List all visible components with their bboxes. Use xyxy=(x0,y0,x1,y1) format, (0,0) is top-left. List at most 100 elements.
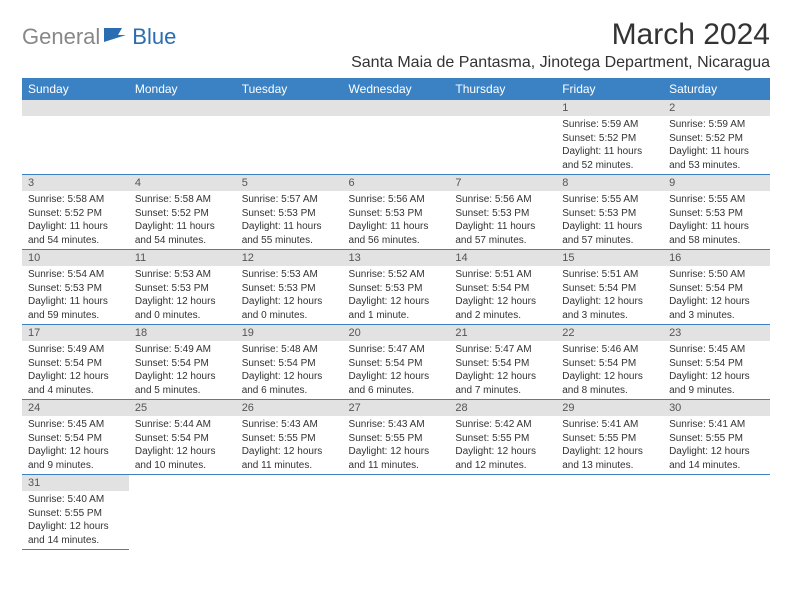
calendar-cell: 28Sunrise: 5:42 AMSunset: 5:55 PMDayligh… xyxy=(449,400,556,475)
day-data: Sunrise: 5:45 AMSunset: 5:54 PMDaylight:… xyxy=(22,416,129,474)
day-data: Sunrise: 5:56 AMSunset: 5:53 PMDaylight:… xyxy=(449,191,556,249)
day-number xyxy=(556,475,663,491)
day-number xyxy=(129,475,236,491)
calendar-head: SundayMondayTuesdayWednesdayThursdayFrid… xyxy=(22,78,770,100)
calendar-cell: 6Sunrise: 5:56 AMSunset: 5:53 PMDaylight… xyxy=(343,175,450,250)
weekday-header: Sunday xyxy=(22,78,129,100)
calendar-cell-empty xyxy=(129,475,236,550)
day-data: Sunrise: 5:59 AMSunset: 5:52 PMDaylight:… xyxy=(556,116,663,174)
day-data xyxy=(129,491,236,543)
day-data: Sunrise: 5:41 AMSunset: 5:55 PMDaylight:… xyxy=(663,416,770,474)
day-number: 29 xyxy=(556,400,663,416)
day-data: Sunrise: 5:56 AMSunset: 5:53 PMDaylight:… xyxy=(343,191,450,249)
day-data: Sunrise: 5:54 AMSunset: 5:53 PMDaylight:… xyxy=(22,266,129,324)
calendar-cell: 21Sunrise: 5:47 AMSunset: 5:54 PMDayligh… xyxy=(449,325,556,400)
calendar-cell-empty xyxy=(236,475,343,550)
calendar-cell-empty xyxy=(449,475,556,550)
day-data: Sunrise: 5:58 AMSunset: 5:52 PMDaylight:… xyxy=(22,191,129,249)
day-number: 22 xyxy=(556,325,663,341)
day-number: 26 xyxy=(236,400,343,416)
day-data: Sunrise: 5:59 AMSunset: 5:52 PMDaylight:… xyxy=(663,116,770,174)
calendar-cell: 23Sunrise: 5:45 AMSunset: 5:54 PMDayligh… xyxy=(663,325,770,400)
day-number xyxy=(449,475,556,491)
calendar-cell: 20Sunrise: 5:47 AMSunset: 5:54 PMDayligh… xyxy=(343,325,450,400)
weekday-header: Saturday xyxy=(663,78,770,100)
day-number: 18 xyxy=(129,325,236,341)
calendar-cell: 15Sunrise: 5:51 AMSunset: 5:54 PMDayligh… xyxy=(556,250,663,325)
day-number xyxy=(663,475,770,491)
day-data: Sunrise: 5:41 AMSunset: 5:55 PMDaylight:… xyxy=(556,416,663,474)
day-data: Sunrise: 5:55 AMSunset: 5:53 PMDaylight:… xyxy=(663,191,770,249)
calendar-cell-empty xyxy=(449,100,556,175)
day-data xyxy=(236,491,343,543)
weekday-header: Friday xyxy=(556,78,663,100)
day-data xyxy=(449,116,556,168)
day-number xyxy=(449,100,556,116)
day-number: 20 xyxy=(343,325,450,341)
day-data: Sunrise: 5:43 AMSunset: 5:55 PMDaylight:… xyxy=(343,416,450,474)
day-data: Sunrise: 5:42 AMSunset: 5:55 PMDaylight:… xyxy=(449,416,556,474)
day-data xyxy=(343,491,450,543)
day-data xyxy=(343,116,450,168)
day-number: 28 xyxy=(449,400,556,416)
day-number: 16 xyxy=(663,250,770,266)
day-number: 2 xyxy=(663,100,770,116)
day-number: 3 xyxy=(22,175,129,191)
day-number xyxy=(22,100,129,116)
day-data: Sunrise: 5:43 AMSunset: 5:55 PMDaylight:… xyxy=(236,416,343,474)
calendar-cell-empty xyxy=(236,100,343,175)
logo-text-blue: Blue xyxy=(132,24,176,50)
day-data: Sunrise: 5:48 AMSunset: 5:54 PMDaylight:… xyxy=(236,341,343,399)
calendar-cell: 30Sunrise: 5:41 AMSunset: 5:55 PMDayligh… xyxy=(663,400,770,475)
calendar-table: SundayMondayTuesdayWednesdayThursdayFrid… xyxy=(22,78,770,550)
calendar-cell: 10Sunrise: 5:54 AMSunset: 5:53 PMDayligh… xyxy=(22,250,129,325)
day-data: Sunrise: 5:51 AMSunset: 5:54 PMDaylight:… xyxy=(449,266,556,324)
day-number: 15 xyxy=(556,250,663,266)
day-number: 24 xyxy=(22,400,129,416)
day-data: Sunrise: 5:57 AMSunset: 5:53 PMDaylight:… xyxy=(236,191,343,249)
calendar-cell: 18Sunrise: 5:49 AMSunset: 5:54 PMDayligh… xyxy=(129,325,236,400)
logo: General Blue xyxy=(22,24,176,50)
calendar-row: 31Sunrise: 5:40 AMSunset: 5:55 PMDayligh… xyxy=(22,475,770,550)
day-number xyxy=(343,100,450,116)
day-number: 7 xyxy=(449,175,556,191)
calendar-cell-empty xyxy=(556,475,663,550)
day-data: Sunrise: 5:47 AMSunset: 5:54 PMDaylight:… xyxy=(449,341,556,399)
day-data: Sunrise: 5:53 AMSunset: 5:53 PMDaylight:… xyxy=(129,266,236,324)
calendar-cell-empty xyxy=(663,475,770,550)
calendar-cell-empty xyxy=(129,100,236,175)
calendar-cell: 24Sunrise: 5:45 AMSunset: 5:54 PMDayligh… xyxy=(22,400,129,475)
day-number: 31 xyxy=(22,475,129,491)
weekday-header: Thursday xyxy=(449,78,556,100)
day-data: Sunrise: 5:40 AMSunset: 5:55 PMDaylight:… xyxy=(22,491,129,549)
day-number: 21 xyxy=(449,325,556,341)
day-number xyxy=(236,100,343,116)
calendar-cell: 2Sunrise: 5:59 AMSunset: 5:52 PMDaylight… xyxy=(663,100,770,175)
day-number xyxy=(343,475,450,491)
calendar-cell: 27Sunrise: 5:43 AMSunset: 5:55 PMDayligh… xyxy=(343,400,450,475)
calendar-cell: 26Sunrise: 5:43 AMSunset: 5:55 PMDayligh… xyxy=(236,400,343,475)
calendar-cell: 19Sunrise: 5:48 AMSunset: 5:54 PMDayligh… xyxy=(236,325,343,400)
day-number: 12 xyxy=(236,250,343,266)
day-data: Sunrise: 5:52 AMSunset: 5:53 PMDaylight:… xyxy=(343,266,450,324)
day-data xyxy=(22,116,129,168)
day-data: Sunrise: 5:49 AMSunset: 5:54 PMDaylight:… xyxy=(22,341,129,399)
calendar-cell: 7Sunrise: 5:56 AMSunset: 5:53 PMDaylight… xyxy=(449,175,556,250)
calendar-cell: 5Sunrise: 5:57 AMSunset: 5:53 PMDaylight… xyxy=(236,175,343,250)
day-number: 10 xyxy=(22,250,129,266)
day-data: Sunrise: 5:44 AMSunset: 5:54 PMDaylight:… xyxy=(129,416,236,474)
day-data: Sunrise: 5:55 AMSunset: 5:53 PMDaylight:… xyxy=(556,191,663,249)
day-number: 30 xyxy=(663,400,770,416)
day-data: Sunrise: 5:53 AMSunset: 5:53 PMDaylight:… xyxy=(236,266,343,324)
calendar-cell: 25Sunrise: 5:44 AMSunset: 5:54 PMDayligh… xyxy=(129,400,236,475)
calendar-cell: 17Sunrise: 5:49 AMSunset: 5:54 PMDayligh… xyxy=(22,325,129,400)
day-number: 17 xyxy=(22,325,129,341)
day-number: 13 xyxy=(343,250,450,266)
day-data xyxy=(236,116,343,168)
day-data: Sunrise: 5:51 AMSunset: 5:54 PMDaylight:… xyxy=(556,266,663,324)
day-number: 27 xyxy=(343,400,450,416)
weekday-header: Tuesday xyxy=(236,78,343,100)
calendar-cell: 12Sunrise: 5:53 AMSunset: 5:53 PMDayligh… xyxy=(236,250,343,325)
day-data: Sunrise: 5:58 AMSunset: 5:52 PMDaylight:… xyxy=(129,191,236,249)
day-number xyxy=(236,475,343,491)
